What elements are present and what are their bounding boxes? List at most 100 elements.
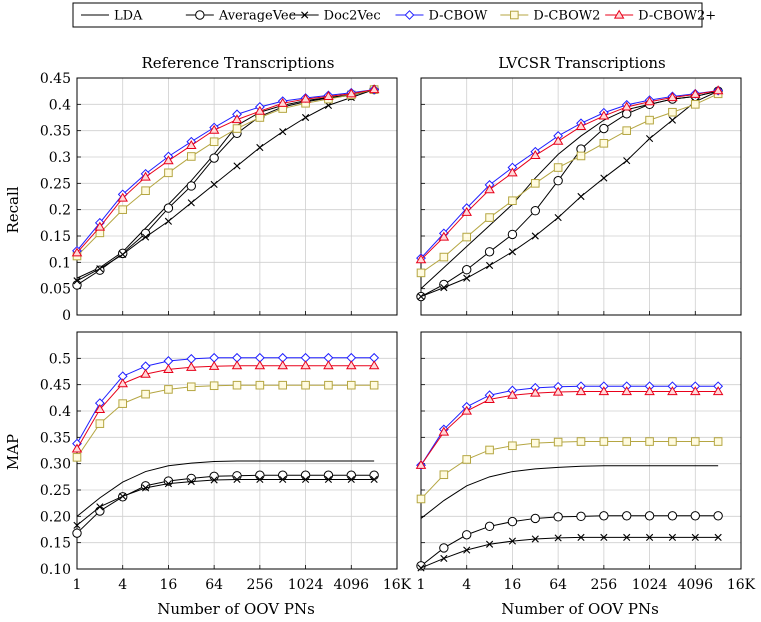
data-point-dcbow2plus: [690, 88, 701, 98]
data-point-doc2vec: [440, 284, 448, 292]
data-point-averagevec: [72, 280, 82, 290]
data-point-dcbow2plus: [461, 405, 472, 415]
data-point-dcbow2plus: [667, 92, 678, 102]
data-point-averagevec: [530, 513, 540, 524]
data-point-dcbow2plus: [575, 121, 587, 131]
legend-label: AverageVec: [218, 9, 296, 24]
data-point-dcbow2: [324, 380, 333, 390]
data-point-dcbow2plus: [621, 386, 632, 396]
data-point-dcbow2plus: [163, 155, 174, 165]
panels: 00.050.10.150.20.250.30.350.40.450.100.1…: [40, 71, 756, 593]
y-tick-label: 0.4: [49, 97, 71, 113]
data-point-dcbow2plus: [507, 167, 518, 177]
data-point-dcbow2: [255, 380, 265, 390]
legend-item-dcbow2: D-CBOW2: [500, 9, 600, 24]
data-point-dcbow2plus: [621, 101, 632, 111]
data-point-dcbow: [186, 353, 197, 364]
data-point-dcbow2: [553, 437, 563, 447]
series-line-lda: [420, 465, 719, 519]
data-point-doc2vec: [119, 250, 127, 259]
x-axis-title-left: Number of OOV PNs: [157, 600, 315, 618]
data-point-doc2vec: [256, 143, 264, 152]
legend-marker-diamond: [404, 10, 415, 20]
data-point-averagevec: [163, 203, 174, 213]
series-averagevec: [416, 86, 723, 302]
data-point-dcbow2: [164, 168, 173, 178]
series-lda: [76, 460, 375, 517]
data-point-doc2vec: [347, 475, 355, 484]
data-point-averagevec: [644, 511, 655, 521]
data-point-dcbow2: [186, 382, 196, 392]
data-point-averagevec: [553, 512, 563, 522]
data-point-averagevec: [507, 516, 518, 527]
data-point-doc2vec: [233, 162, 241, 170]
y-tick-label: 0: [62, 308, 71, 324]
data-point-dcbow2plus: [140, 171, 151, 181]
data-point-doc2vec: [164, 480, 173, 488]
data-point-dcbow2: [690, 100, 700, 109]
y-tick-label: 0.25: [40, 176, 71, 192]
data-point-dcbow2plus: [484, 184, 495, 194]
data-point-dcbow2plus: [186, 361, 197, 371]
x-axis-title-right: Number of OOV PNs: [501, 600, 659, 618]
data-point-averagevec: [599, 123, 609, 134]
data-point-averagevec: [416, 561, 426, 571]
data-point-dcbow2: [118, 399, 128, 408]
data-point-dcbow2: [668, 107, 677, 117]
data-point-dcbow2plus: [300, 93, 311, 103]
series-dcbow2: [72, 85, 379, 261]
data-point-dcbow2plus: [530, 150, 541, 159]
y-tick-label: 0.10: [40, 562, 71, 578]
series-dcbow2plus: [415, 386, 724, 469]
data-point-dcbow2: [485, 213, 494, 222]
data-point-dcbow2plus: [712, 85, 724, 95]
data-point-averagevec: [690, 511, 700, 521]
x-tick-label: 64: [549, 577, 567, 593]
series-dcbow2: [416, 89, 723, 278]
data-point-dcbow: [209, 352, 220, 363]
series-line-dcbow2plus: [420, 391, 719, 466]
data-point-averagevec: [95, 265, 105, 275]
y-tick-label: 0.20: [40, 509, 71, 525]
data-point-averagevec: [255, 470, 265, 480]
data-point-dcbow2plus: [644, 96, 655, 106]
y-tick-label: 0.45: [40, 71, 71, 87]
data-point-averagevec: [599, 511, 609, 521]
data-point-dcbow2plus: [598, 110, 610, 120]
data-point-dcbow2plus: [552, 135, 564, 145]
data-point-doc2vec: [485, 540, 494, 548]
plot-frame: [420, 331, 742, 570]
data-point-dcbow2plus: [117, 192, 128, 202]
y-tick-label: 0.30: [40, 457, 71, 473]
data-point-dcbow2: [462, 455, 472, 464]
series-dcbow2plus: [71, 84, 380, 257]
series-line-averagevec: [76, 474, 375, 534]
x-tick-label: 16K: [383, 577, 412, 593]
data-point-doc2vec: [508, 248, 517, 256]
data-point-dcbow2: [141, 186, 150, 196]
data-point-doc2vec: [417, 564, 425, 572]
data-point-dcbow2: [576, 437, 586, 446]
panel-title-lvcsr: LVCSR Transcriptions: [498, 54, 666, 72]
series-line-dcbow2plus: [76, 365, 375, 450]
data-point-doc2vec: [164, 217, 173, 225]
data-point-dcbow2: [301, 380, 310, 390]
legend-marker-square: [510, 10, 519, 20]
data-point-dcbow2plus: [208, 360, 220, 370]
x-tick-label: 256: [246, 577, 273, 593]
data-point-doc2vec: [256, 475, 264, 484]
data-point-dcbow2: [369, 380, 379, 390]
series-line-dcbow2: [76, 384, 375, 458]
data-point-dcbow2plus: [415, 254, 427, 264]
data-point-doc2vec: [577, 533, 585, 541]
data-point-dcbow2: [576, 151, 586, 161]
legend-item-doc2vec: Doc2Vec: [290, 9, 381, 24]
y-tick-label: 0.45: [40, 378, 71, 394]
chart-panel-1: 0 0.05 0.1 0.15 0.2 0.25 0.3 0.35 0.4 0.45: [40, 71, 398, 324]
series-line-doc2vec: [420, 536, 719, 569]
data-point-doc2vec: [233, 475, 241, 484]
series-line-dcbow: [76, 89, 375, 252]
data-point-doc2vec: [623, 157, 631, 165]
legend-label: D-CBOW: [429, 9, 488, 24]
legend: LDA AverageVec Doc2Vec D-CBOW D-CBOW2 D-CBOW2…: [72, 2, 716, 28]
